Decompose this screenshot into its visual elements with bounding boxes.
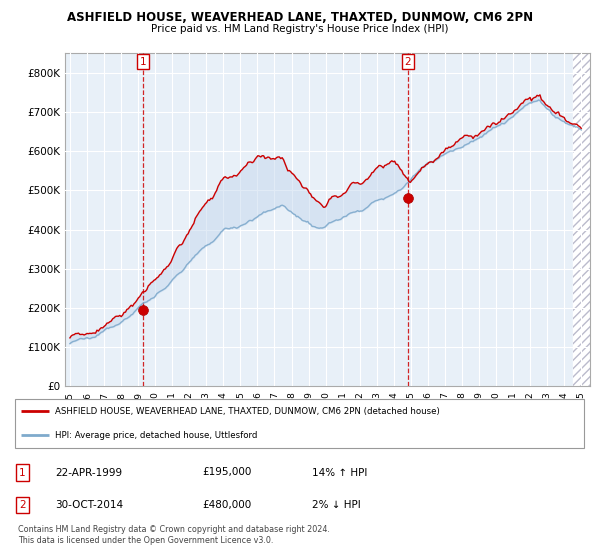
Text: 2: 2 [404, 57, 411, 67]
Bar [573, 53, 590, 386]
FancyBboxPatch shape [15, 399, 584, 448]
Text: 22-APR-1999: 22-APR-1999 [55, 468, 122, 478]
Text: 30-OCT-2014: 30-OCT-2014 [55, 500, 124, 510]
Text: 1: 1 [140, 57, 146, 67]
Text: Contains HM Land Registry data © Crown copyright and database right 2024.: Contains HM Land Registry data © Crown c… [18, 525, 330, 534]
Point [139, 306, 148, 315]
Text: ASHFIELD HOUSE, WEAVERHEAD LANE, THAXTED, DUNMOW, CM6 2PN: ASHFIELD HOUSE, WEAVERHEAD LANE, THAXTED… [67, 11, 533, 24]
Text: 2: 2 [19, 500, 26, 510]
Text: This data is licensed under the Open Government Licence v3.0.: This data is licensed under the Open Gov… [18, 536, 274, 545]
Text: ASHFIELD HOUSE, WEAVERHEAD LANE, THAXTED, DUNMOW, CM6 2PN (detached house): ASHFIELD HOUSE, WEAVERHEAD LANE, THAXTED… [55, 407, 440, 416]
Text: HPI: Average price, detached house, Uttlesford: HPI: Average price, detached house, Uttl… [55, 431, 257, 440]
Text: 1: 1 [19, 468, 26, 478]
Point [403, 194, 413, 203]
Text: 14% ↑ HPI: 14% ↑ HPI [311, 468, 367, 478]
Text: £195,000: £195,000 [202, 468, 251, 478]
Bar [573, 53, 590, 386]
Text: Price paid vs. HM Land Registry's House Price Index (HPI): Price paid vs. HM Land Registry's House … [151, 24, 449, 34]
Text: £480,000: £480,000 [202, 500, 251, 510]
Text: 2% ↓ HPI: 2% ↓ HPI [311, 500, 360, 510]
